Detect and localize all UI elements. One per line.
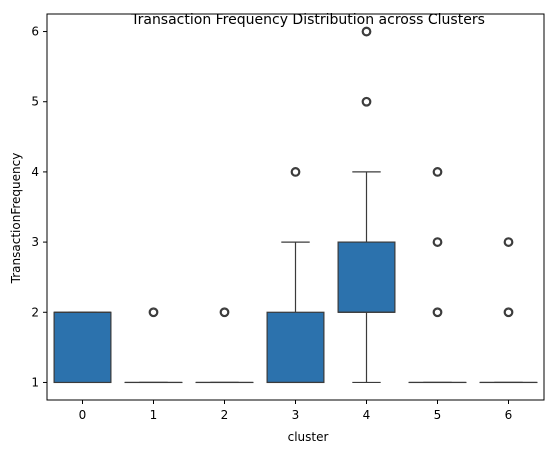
outlier-point (219, 307, 230, 318)
outlier-point (432, 167, 443, 177)
outlier-point (149, 308, 158, 316)
plot-area (53, 26, 538, 384)
outlier-point (503, 237, 514, 247)
x-tick-label: 1 (150, 408, 158, 422)
y-tick-label: 3 (31, 235, 39, 249)
outlier-point (290, 167, 301, 177)
outlier-point (504, 308, 513, 316)
outlier-point (433, 238, 442, 246)
y-tick-label: 1 (31, 375, 39, 389)
outlier-point (362, 98, 371, 106)
outlier-point (148, 307, 159, 318)
y-tick-label: 5 (31, 95, 39, 109)
x-tick-label: 0 (79, 408, 87, 422)
box (53, 311, 112, 384)
x-tick-label: 6 (505, 408, 513, 422)
outlier-point (220, 308, 229, 316)
outlier-point (433, 308, 442, 316)
y-tick-label: 2 (31, 305, 39, 319)
outlier-point (361, 26, 372, 37)
x-tick-label: 5 (434, 408, 442, 422)
outlier-point (432, 307, 443, 318)
box (266, 311, 325, 384)
x-tick-label: 4 (363, 408, 371, 422)
outlier-point (291, 168, 300, 176)
box (337, 241, 396, 313)
outlier-point (503, 307, 514, 318)
x-tick-label: 3 (292, 408, 300, 422)
outlier-point (362, 27, 371, 36)
chart-title: Transaction Frequency Distribution acros… (130, 12, 485, 28)
outlier-point (433, 168, 442, 176)
x-tick-label: 2 (221, 408, 229, 422)
y-axis-label: TransactionFrequency (9, 153, 23, 285)
outlier-point (361, 96, 372, 107)
x-axis-label: cluster (288, 430, 329, 444)
y-tick-label: 4 (31, 165, 39, 179)
y-tick-label: 6 (31, 25, 39, 39)
outlier-point (432, 237, 443, 247)
outlier-point (504, 238, 513, 246)
